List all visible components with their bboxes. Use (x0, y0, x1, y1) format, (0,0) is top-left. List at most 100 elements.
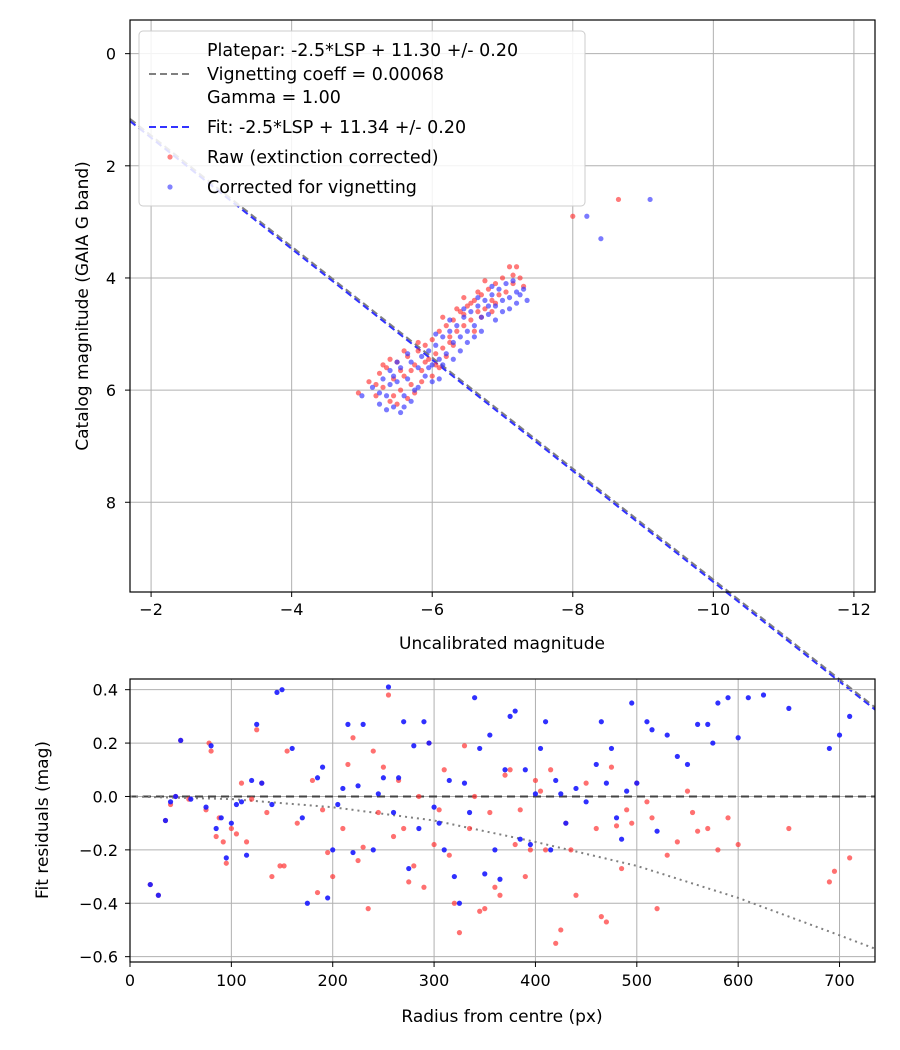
bottom-raw-point (314, 889, 321, 896)
bottom-raw-point (502, 772, 508, 778)
top-raw-point (415, 348, 421, 354)
top-corrected-point (408, 398, 414, 404)
bottom-raw-point (598, 914, 604, 920)
bottom-corrected-point (426, 740, 432, 746)
top-corrected-point (394, 359, 400, 365)
bottom-raw-point (441, 767, 447, 773)
bottom-corrected-point (340, 785, 346, 792)
top-raw-point (405, 395, 411, 402)
bottom-raw-point (553, 940, 559, 946)
top-corrected-point (499, 309, 506, 315)
top-corrected-point (426, 348, 432, 354)
top-y-tick-label: 2 (106, 157, 116, 176)
bottom-raw-point (319, 807, 326, 813)
legend-fit-text: Fit: -2.5*LSP + 11.34 +/- 0.20 (207, 118, 466, 138)
bottom-raw-point (340, 825, 346, 832)
bottom-corrected-point (173, 793, 179, 800)
bottom-raw-point (431, 841, 437, 848)
top-fit-lines (129, 118, 876, 711)
bottom-corrected-point (725, 695, 731, 701)
bottom-corrected-point (608, 745, 615, 752)
top-corrected-point (647, 196, 653, 203)
bottom-y-tick-label: 0.2 (93, 734, 118, 753)
bottom-corrected-point (710, 740, 716, 746)
top-corrected-point (405, 376, 411, 382)
top-corrected-point (478, 314, 485, 320)
top-raw-point (376, 370, 383, 376)
bottom-corrected-point (705, 721, 711, 727)
legend-platepar-text: Platepar: -2.5*LSP + 11.30 +/- 0.20 (207, 41, 518, 61)
top-raw-point (355, 390, 362, 396)
top-chart: −2 −4 −6 −8 −10 −12 0 2 4 6 8 Uncalibrated magnit… (73, 19, 876, 711)
bottom-corrected-point (583, 799, 589, 805)
top-corrected-point (433, 342, 439, 348)
bottom-x-tick-label: 300 (419, 971, 450, 990)
top-corrected-point (598, 236, 604, 242)
top-raw-point (478, 292, 485, 298)
bottom-raw-point (487, 809, 493, 816)
bottom-raw-point (401, 825, 407, 832)
bottom-corrected-point (629, 700, 635, 706)
bottom-y-tick-label: −0.6 (79, 948, 118, 967)
top-corrected-point (520, 286, 527, 292)
top-raw-point (506, 264, 513, 270)
legend-gamma-text: Gamma = 1.00 (207, 88, 341, 108)
bottom-y-ticks: 0.4 0.2 0.0 −0.2 −0.4 −0.6 (79, 681, 130, 967)
bottom-raw-point (644, 799, 650, 805)
bottom-raw-point (684, 788, 691, 794)
legend-corrected-marker (167, 184, 173, 190)
bottom-corrected-point (218, 815, 224, 821)
bottom-corrected-point (573, 785, 579, 792)
top-x-tick-label: −8 (561, 600, 585, 619)
bottom-raw-point (548, 767, 554, 773)
bottom-y-tick-label: −0.2 (79, 841, 118, 860)
bottom-corrected-point (385, 684, 392, 690)
top-raw-point (387, 398, 393, 404)
top-corrected-point (475, 294, 481, 301)
bottom-raw-point (497, 892, 503, 898)
bottom-raw-point (649, 815, 655, 821)
bottom-x-tick-label: 400 (520, 971, 551, 990)
top-raw-point (422, 342, 428, 348)
bottom-corrected-point (345, 721, 351, 727)
bottom-corrected-point (527, 841, 533, 848)
bottom-grid (129, 679, 875, 962)
top-corrected-point (450, 356, 456, 362)
bottom-x-tick-label: 200 (317, 971, 348, 990)
bottom-corrected-point (167, 799, 174, 805)
bottom-raw-point (482, 906, 488, 912)
bottom-raw-point (345, 761, 351, 768)
top-corrected-point (450, 339, 456, 346)
top-raw-point (426, 356, 432, 362)
top-corrected-point (489, 292, 495, 298)
bottom-corrected-point (786, 705, 792, 711)
bottom-raw-point (715, 847, 721, 853)
top-raw-point (373, 381, 379, 388)
top-raw-point (390, 393, 397, 399)
bottom-corrected-point (745, 695, 751, 701)
top-corrected-point (376, 390, 383, 396)
top-raw-point (468, 317, 474, 323)
top-corrected-point (489, 283, 495, 289)
bottom-corrected-point (274, 689, 280, 695)
top-raw-point (380, 362, 386, 368)
top-raw-point (461, 323, 467, 329)
top-raw-point (447, 334, 453, 340)
bottom-raw-point (477, 908, 483, 914)
top-corrected-point (457, 334, 463, 340)
bottom-raw-point (380, 764, 387, 770)
bottom-corrected-point (188, 796, 194, 802)
bottom-raw-point (674, 839, 680, 845)
bottom-x-axis-label: Radius from centre (px) (401, 1007, 602, 1027)
bottom-raw-point (213, 833, 219, 840)
bottom-corrected-point (532, 791, 539, 797)
bottom-raw-point (269, 873, 275, 880)
bottom-corrected-point (451, 873, 457, 880)
top-raw-point (489, 309, 495, 315)
bottom-raw-point (277, 863, 283, 869)
bottom-raw-point (593, 825, 599, 832)
top-x-tick-label: −10 (696, 600, 730, 619)
bottom-raw-point (411, 863, 417, 869)
top-corrected-point (429, 379, 435, 385)
bottom-x-tick-label: 700 (824, 971, 855, 990)
